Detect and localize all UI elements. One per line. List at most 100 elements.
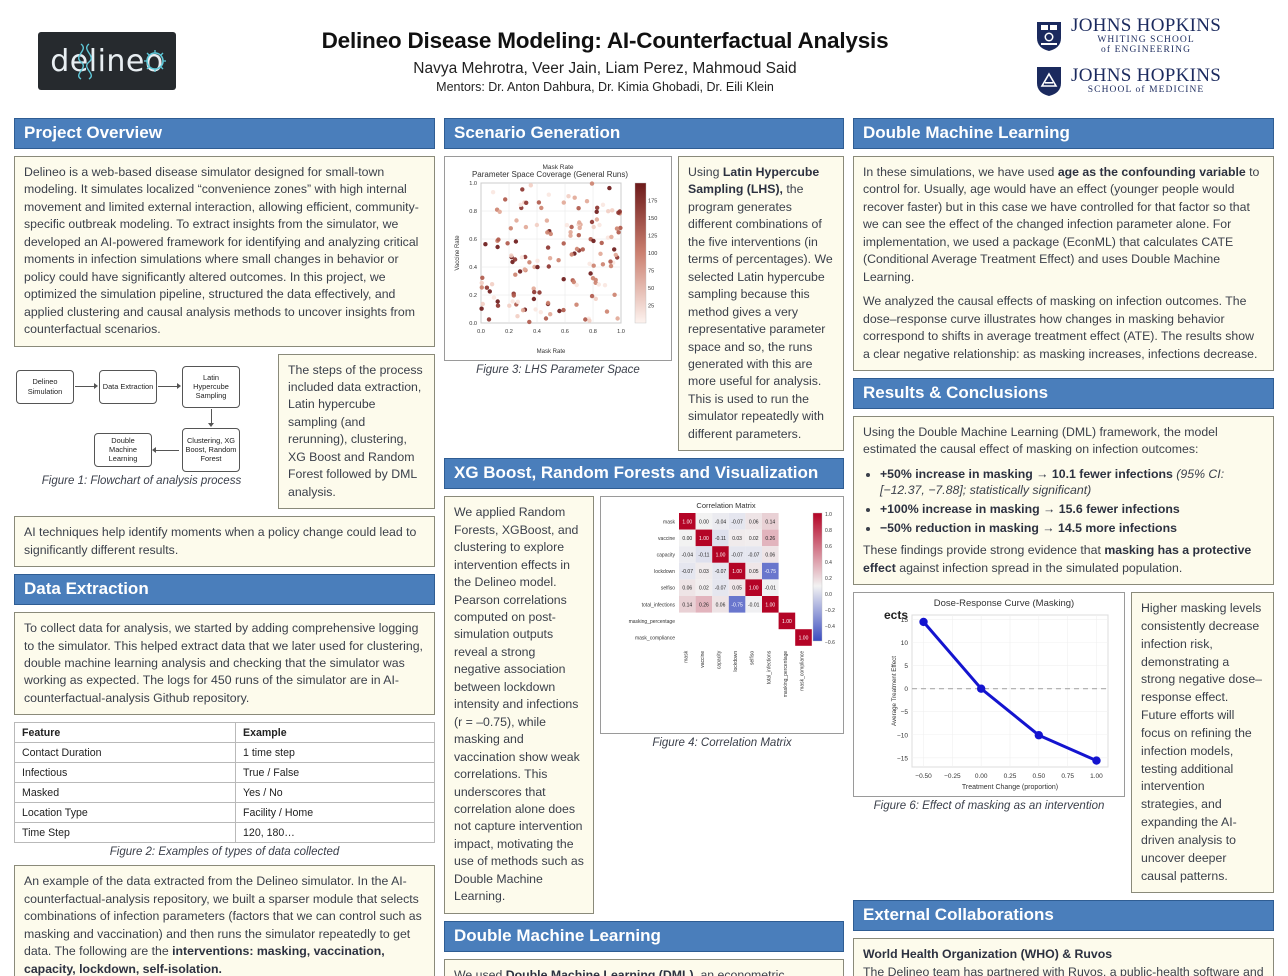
mentors: Mentors: Dr. Anton Dahbura, Dr. Kimia Gh…	[436, 80, 774, 94]
svg-text:Mask Rate: Mask Rate	[542, 164, 573, 171]
correlation-matrix-svg: Correlation Matrix 1.00 0.00 -0.04 -0.07 0.0…	[629, 501, 836, 698]
flowchart-row: Delineo Simulation Data Extraction Latin…	[14, 353, 435, 510]
svg-text:1.00: 1.00	[732, 569, 742, 575]
section-header-data-extraction: Data Extraction	[14, 574, 435, 606]
xgboost-row: We applied Random Forests, XGBoost, and …	[444, 496, 844, 914]
svg-text:150: 150	[648, 216, 657, 222]
table-header-row: Feature Example	[13, 722, 435, 744]
svg-text:mask_compliance: mask_compliance	[800, 651, 806, 691]
table-cell: Yes / No	[235, 782, 435, 804]
lhs-bold: Latin Hypercube Sampling (LHS),	[688, 165, 820, 197]
results-outro-b: against infection spread in the simulate…	[895, 560, 1183, 575]
svg-text:0.0: 0.0	[477, 329, 485, 335]
flow-node-lhs: Latin Hypercube Sampling	[182, 365, 240, 408]
svg-text:0.8: 0.8	[469, 209, 477, 215]
jhu-medicine-shield-icon	[1037, 66, 1061, 96]
svg-text:0.00: 0.00	[975, 773, 988, 780]
svg-text:1.0: 1.0	[825, 512, 832, 518]
dml-mid-rest: , an econometric framework designed to i…	[693, 967, 785, 976]
svg-text:0.75: 0.75	[1061, 773, 1074, 780]
svg-text:total_infections: total_infections	[766, 651, 772, 685]
svg-text:0.8: 0.8	[589, 329, 597, 335]
table-row: Time Step 120, 180…	[13, 822, 435, 844]
xgboost-text: We applied Random Forests, XGBoost, and …	[444, 496, 594, 914]
svg-text:0.25: 0.25	[1004, 773, 1017, 780]
jhu-eng-line2: of ENGINEERING	[1101, 44, 1192, 55]
svg-text:0.05: 0.05	[749, 569, 759, 575]
dml-right-p2: We analyzed the causal effects of maskin…	[863, 294, 1258, 361]
table-row: Infectious True / False	[13, 762, 435, 784]
table-cell: Facility / Home	[235, 802, 435, 824]
svg-text:1.00: 1.00	[749, 586, 759, 592]
project-overview-text: Delineo is a web-based disease simulator…	[14, 156, 435, 347]
authors: Navya Mehrotra, Veer Jain, Liam Perez, M…	[413, 60, 797, 77]
svg-text:0.4: 0.4	[825, 560, 832, 566]
figure-4-block: Correlation Matrix 1.00 0.00 -0.04 -0.07 0.0…	[600, 496, 844, 913]
data-table-figure: Feature Example Contact Duration 1 time s…	[13, 722, 435, 858]
svg-text:-0.11: -0.11	[715, 536, 726, 542]
svg-text:0.06: 0.06	[682, 586, 692, 592]
results-bullet: +100% increase in masking → 15.6 fewer i…	[880, 501, 1264, 518]
svg-text:−0.6: −0.6	[825, 640, 835, 646]
svg-text:Dose-Response Curve (Masking): Dose-Response Curve (Masking)	[934, 598, 1074, 609]
svg-text:15: 15	[901, 617, 909, 624]
svg-text:50: 50	[648, 286, 654, 292]
svg-text:0.6: 0.6	[825, 544, 832, 550]
svg-text:-0.04: -0.04	[715, 520, 727, 526]
svg-text:-0.01: -0.01	[748, 603, 760, 609]
flow-arrow-1	[75, 385, 96, 387]
svg-text:175: 175	[648, 199, 657, 205]
svg-text:selfiso: selfiso	[661, 586, 675, 592]
svg-text:−5: −5	[901, 709, 909, 716]
svg-text:Average Treatment Effect: Average Treatment Effect	[891, 656, 898, 726]
table-row: Contact Duration 1 time step	[13, 742, 435, 764]
svg-text:0.0: 0.0	[825, 592, 832, 598]
example-data-text: An example of the data extracted from th…	[14, 865, 435, 976]
svg-text:0.50: 0.50	[1032, 773, 1045, 780]
svg-text:−0.4: −0.4	[825, 624, 835, 630]
dml-mid-bold: Double Machine Learning (DML)	[505, 967, 694, 976]
svg-text:5: 5	[904, 663, 908, 670]
lhs-scatter-svg: Mask Rate Parameter Space Coverage (Gene…	[455, 164, 657, 355]
flow-node-simulation: Delineo Simulation	[16, 369, 74, 404]
svg-text:vaccine: vaccine	[658, 536, 675, 542]
svg-text:Correlation Matrix: Correlation Matrix	[696, 501, 755, 510]
svg-text:−10: −10	[897, 732, 908, 739]
svg-text:−0.50: −0.50	[915, 773, 932, 780]
svg-text:vaccine: vaccine	[700, 651, 706, 668]
delineo-logo: delineo	[38, 32, 176, 90]
flow-arrowhead-1	[94, 382, 98, 389]
svg-text:0.2: 0.2	[469, 293, 477, 299]
section-header-dml-mid: Double Machine Learning	[444, 920, 844, 952]
svg-text:1.00: 1.00	[699, 536, 709, 542]
results-outro-bold: masking has a protective effect	[863, 543, 1252, 575]
svg-text:capacity: capacity	[657, 553, 676, 559]
svg-text:0.14: 0.14	[682, 603, 692, 609]
svg-text:0.8: 0.8	[825, 528, 832, 534]
svg-text:−0.25: −0.25	[944, 773, 961, 780]
svg-text:masking_percentage: masking_percentage	[783, 651, 789, 698]
svg-text:0.02: 0.02	[699, 586, 709, 592]
svg-text:1.0: 1.0	[617, 329, 625, 335]
dose-response-chart: ects Dose-Response Curve (Masking) −0.50…	[853, 592, 1125, 798]
process-steps-text: The steps of the process included data e…	[278, 353, 435, 510]
svg-text:0.00: 0.00	[699, 520, 709, 526]
figure-1-caption: Figure 1: Flowchart of analysis process	[41, 474, 242, 487]
results-text: Using the Double Machine Learning (DML) …	[853, 415, 1274, 586]
svg-text:0.4: 0.4	[469, 265, 477, 271]
lhs-rest: the program generates different combinat…	[688, 182, 833, 441]
svg-text:125: 125	[648, 234, 657, 240]
flowchart-diagram: Delineo Simulation Data Extraction Latin…	[14, 354, 269, 472]
svg-text:0.2: 0.2	[825, 576, 832, 582]
svg-text:0.06: 0.06	[749, 520, 759, 526]
svg-text:-0.75: -0.75	[765, 569, 777, 575]
example-text-plain: An example of the data extracted from th…	[24, 874, 422, 959]
flow-arrow-3	[211, 408, 212, 425]
svg-text:-0.07: -0.07	[731, 553, 743, 559]
figure-6-block: ects Dose-Response Curve (Masking) −0.50…	[853, 592, 1125, 893]
figure-6-row: ects Dose-Response Curve (Masking) −0.50…	[853, 592, 1274, 894]
lhs-lead: Using	[688, 165, 723, 179]
section-header-results: Results & Conclusions	[853, 377, 1274, 409]
svg-text:-0.07: -0.07	[731, 520, 743, 526]
